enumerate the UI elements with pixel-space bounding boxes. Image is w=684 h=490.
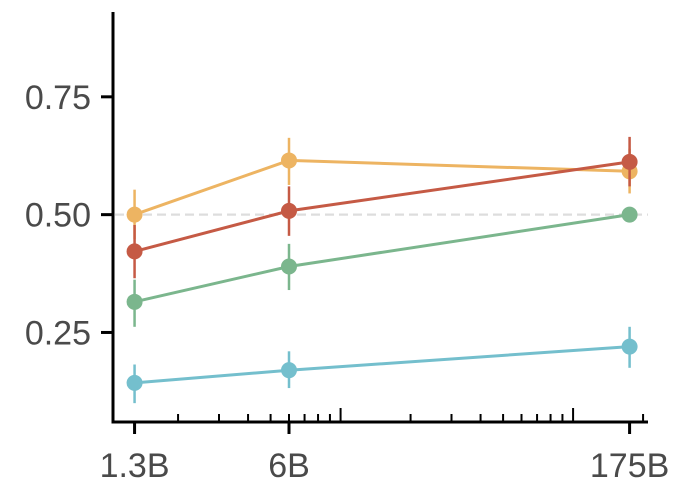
x-tick-label: 6B bbox=[268, 447, 310, 485]
data-point bbox=[126, 243, 143, 260]
data-point bbox=[280, 202, 297, 219]
series-line bbox=[134, 213, 630, 304]
y-tick-label: 0.75 bbox=[25, 79, 91, 117]
series-4 bbox=[126, 326, 638, 404]
x-tick-label: 175B bbox=[590, 447, 669, 485]
data-point bbox=[621, 338, 638, 355]
y-tick-label: 0.50 bbox=[25, 197, 91, 235]
data-point bbox=[621, 206, 638, 223]
series-line bbox=[134, 345, 630, 385]
y-tick-label: 0.25 bbox=[25, 314, 91, 352]
x-ticks: 1.3B 6B 175B bbox=[100, 408, 669, 485]
series-3 bbox=[126, 206, 638, 327]
axes bbox=[111, 12, 648, 424]
data-point bbox=[126, 374, 143, 391]
data-point bbox=[280, 152, 297, 169]
y-ticks: 0.25 0.50 0.75 bbox=[25, 79, 113, 352]
series-2 bbox=[126, 136, 638, 279]
data-point bbox=[280, 258, 297, 275]
data-point bbox=[126, 206, 143, 223]
data-point bbox=[126, 293, 143, 310]
data-point bbox=[280, 362, 297, 379]
series-line bbox=[134, 158, 630, 217]
data-point bbox=[621, 153, 638, 170]
x-tick-label: 1.3B bbox=[100, 447, 170, 485]
series-layer bbox=[126, 136, 638, 404]
series-line bbox=[134, 160, 630, 253]
